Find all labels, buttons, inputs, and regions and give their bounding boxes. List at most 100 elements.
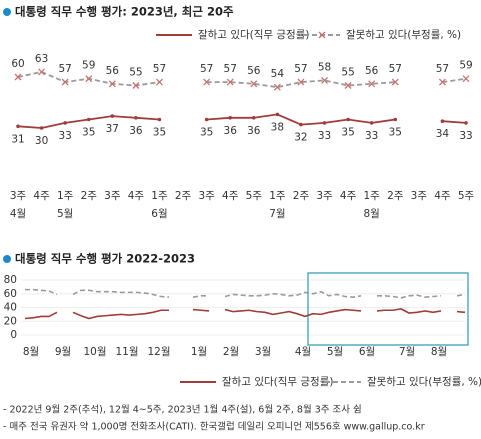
marker (226, 78, 234, 86)
marker (63, 121, 67, 125)
x-tick-label: 4주 (222, 190, 239, 202)
title-dot (3, 8, 11, 16)
data-label: 32 (294, 132, 307, 144)
data-label: 56 (365, 65, 379, 77)
series-line (456, 293, 466, 297)
x-tick-label: 1주 (57, 190, 74, 202)
marker (393, 117, 398, 122)
marker (157, 117, 162, 122)
marker (346, 117, 350, 122)
month-label: 6월 (151, 208, 167, 220)
marker (251, 116, 256, 120)
data-label: 31 (11, 133, 24, 145)
highlight-box (307, 272, 469, 346)
data-label: 55 (129, 67, 142, 79)
title-dot (3, 255, 11, 263)
marker (322, 121, 327, 125)
data-label: 36 (129, 125, 143, 137)
marker (440, 119, 445, 123)
marker (275, 112, 280, 117)
marker (204, 117, 209, 122)
data-label: 30 (35, 135, 48, 147)
series-line (72, 309, 169, 320)
series-line (224, 290, 362, 298)
x-tick-label: 5주 (458, 190, 475, 202)
month-label: 8월 (364, 208, 380, 220)
chart-title: 대통령 직무 수행 평가 2022-2023 (15, 252, 195, 266)
data-label: 33 (58, 130, 71, 142)
x-tick-label: 10월 (83, 346, 106, 358)
data-label: 35 (82, 127, 95, 139)
data-label: 60 (11, 58, 24, 70)
y-tick-label: 0 (10, 329, 17, 341)
data-label: 57 (436, 63, 449, 75)
y-tick-label: 60 (4, 288, 17, 300)
y-tick-label: 20 (4, 315, 17, 327)
x-tick-label: 5월 (327, 346, 343, 358)
data-label: 35 (389, 127, 402, 139)
marker (38, 68, 46, 76)
data-label: 36 (224, 125, 238, 137)
data-label: 35 (153, 127, 166, 139)
marker (132, 82, 140, 89)
x-tick-label: 2주 (81, 190, 98, 202)
data-label: 35 (200, 127, 213, 139)
data-label: 63 (35, 53, 48, 65)
x-tick-label: 4주 (340, 190, 357, 202)
footnote: - 2022년 9월 2주(추석), 12월 4~5주, 2023년 1월 4주… (3, 404, 362, 416)
marker (250, 80, 258, 88)
x-tick-label: 2주 (387, 190, 404, 202)
marker (14, 73, 22, 81)
data-label: 59 (82, 60, 95, 72)
marker (438, 78, 446, 86)
series-line (72, 289, 170, 298)
x-tick-label: 3월 (255, 346, 271, 358)
marker (16, 124, 20, 129)
marker (462, 75, 470, 83)
x-tick-label: 4주 (434, 190, 451, 202)
data-label: 55 (341, 67, 354, 79)
chart-title: 대통령 직무 수행 평가: 2023년, 최근 20주 (15, 5, 234, 19)
x-tick-label: 3주 (198, 190, 215, 202)
x-tick-label: 3주 (10, 190, 27, 202)
legend-label: 잘못하고 있다(부정률, %) (346, 28, 461, 41)
x-tick-label: 1주 (151, 190, 168, 202)
x-tick-label: 4월 (295, 346, 311, 358)
footnote: - 매주 전국 유권자 약 1,000명 전화조사(CATI). 한국갤럽 데일… (3, 421, 425, 433)
x-tick-label: 5주 (246, 190, 263, 202)
marker (369, 121, 374, 125)
x-tick-label: 3주 (411, 190, 428, 202)
data-label: 57 (294, 63, 307, 75)
x-tick-label: 4주 (33, 190, 50, 202)
marker (203, 78, 211, 86)
marker (344, 82, 352, 89)
marker (391, 78, 399, 86)
month-label: 7월 (269, 208, 285, 220)
x-tick-label: 2주 (293, 190, 310, 202)
x-tick-label: 1주 (269, 190, 286, 202)
series-line (377, 294, 442, 299)
marker (108, 80, 116, 88)
x-tick-label: 7월 (399, 346, 415, 358)
marker (110, 114, 115, 118)
x-tick-label: 3주 (104, 190, 121, 202)
marker (85, 75, 93, 83)
series-line (376, 308, 442, 314)
x-tick-label: 1주 (364, 190, 381, 202)
data-label: 59 (459, 60, 472, 72)
x-tick-label: 11월 (115, 346, 138, 358)
data-label: 57 (224, 63, 237, 75)
data-label: 57 (200, 63, 213, 75)
y-tick-label: 80 (4, 274, 17, 286)
marker (134, 116, 138, 120)
x-tick-label: 8월 (23, 346, 39, 358)
marker (61, 78, 69, 86)
legend-label: 잘못하고 있다(부정률, %) (367, 375, 481, 388)
month-label: 5월 (57, 208, 73, 220)
series-line (24, 311, 58, 320)
x-tick-label: 3주 (316, 190, 333, 202)
data-label: 56 (106, 65, 120, 77)
data-label: 36 (247, 125, 261, 137)
